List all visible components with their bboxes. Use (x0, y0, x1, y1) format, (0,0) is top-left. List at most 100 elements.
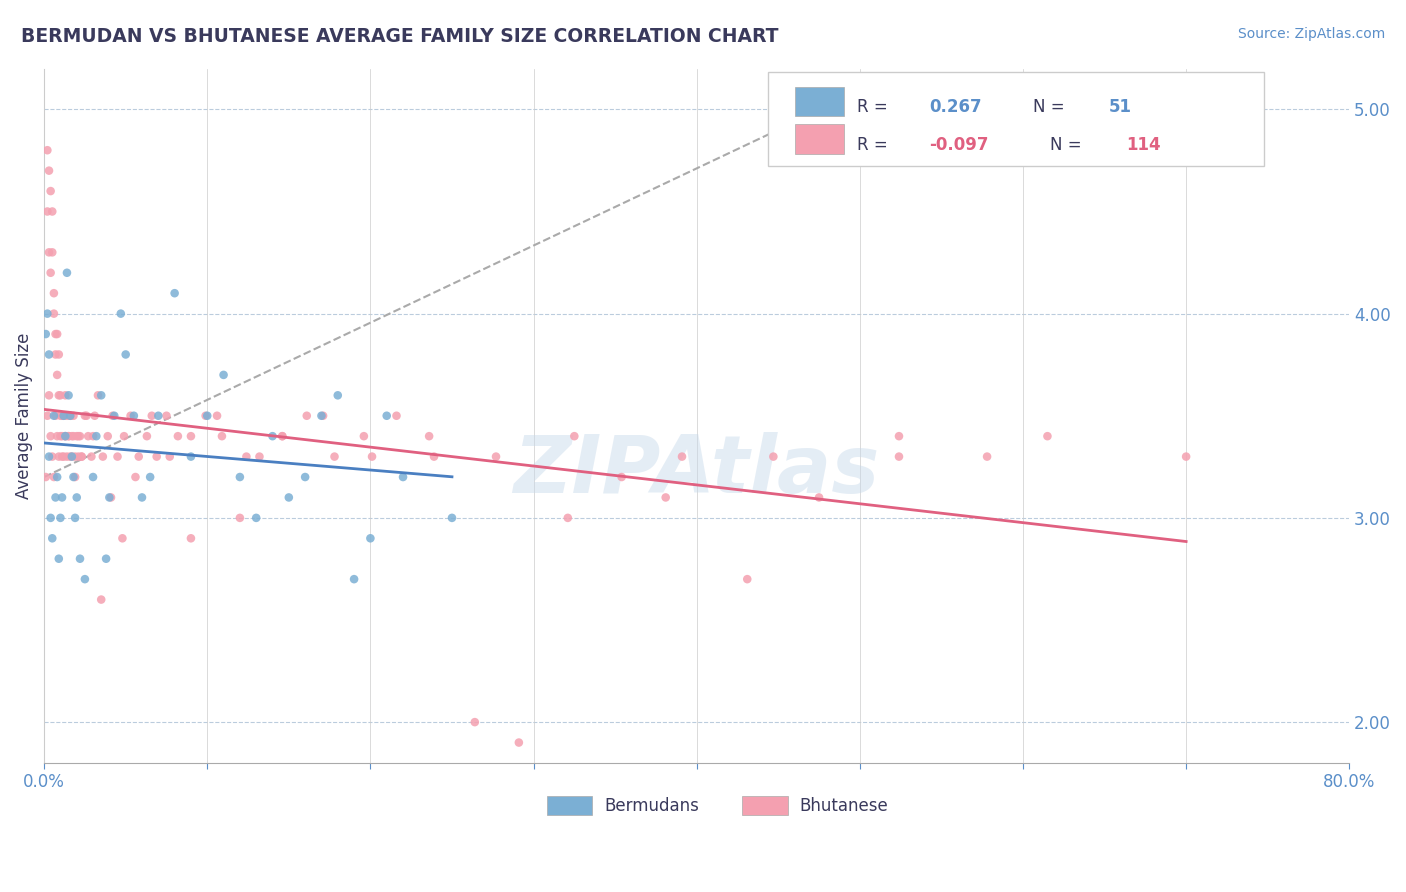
Text: Source: ZipAtlas.com: Source: ZipAtlas.com (1237, 27, 1385, 41)
Point (262, 429, 284, 443)
Point (41, 531, 63, 545)
Point (49, 409, 72, 423)
FancyBboxPatch shape (794, 125, 844, 153)
Text: N =: N = (1050, 136, 1087, 154)
Point (52, 409, 75, 423)
Point (48, 347, 70, 361)
Point (58, 429, 80, 443)
Text: N =: N = (1033, 98, 1070, 117)
Point (485, 450, 508, 464)
Point (44, 326, 66, 341)
Point (38, 450, 60, 464)
Point (60, 450, 83, 464)
Point (56, 266, 79, 280)
Point (60, 429, 83, 443)
Point (48, 450, 70, 464)
Point (46, 368, 69, 382)
Point (229, 511, 252, 525)
Point (654, 491, 676, 505)
Point (135, 429, 157, 443)
Point (59, 450, 82, 464)
Point (245, 511, 267, 525)
Point (120, 409, 142, 423)
Point (194, 409, 217, 423)
Point (361, 450, 384, 464)
Point (326, 388, 349, 402)
Point (159, 450, 181, 464)
Point (39, 266, 62, 280)
Point (887, 429, 910, 443)
Point (762, 450, 785, 464)
Point (155, 409, 177, 423)
Point (94, 551, 117, 566)
Point (46, 326, 69, 341)
Point (423, 450, 446, 464)
Point (53, 429, 76, 443)
Point (48, 551, 70, 566)
Point (35, 470, 58, 484)
Point (294, 470, 316, 484)
Point (808, 491, 831, 505)
Point (49, 429, 72, 443)
Point (38, 163, 60, 178)
Point (44, 409, 66, 423)
Point (39, 429, 62, 443)
Point (69, 551, 91, 566)
Point (87, 388, 110, 402)
Point (735, 572, 758, 586)
Point (277, 491, 299, 505)
Point (295, 409, 318, 423)
Point (51, 450, 73, 464)
Text: ZIPAtlas: ZIPAtlas (513, 433, 880, 510)
Point (38, 388, 60, 402)
Point (141, 409, 163, 423)
Point (60, 450, 83, 464)
Text: 114: 114 (1126, 136, 1161, 154)
Point (610, 470, 633, 484)
FancyBboxPatch shape (742, 796, 787, 815)
Point (83, 409, 105, 423)
Point (58, 429, 80, 443)
Point (41, 450, 63, 464)
FancyBboxPatch shape (547, 796, 592, 815)
Point (48, 388, 70, 402)
Point (131, 491, 153, 505)
Point (312, 409, 335, 423)
Point (375, 409, 398, 423)
Point (180, 429, 202, 443)
Point (53, 388, 76, 402)
Point (80, 450, 103, 464)
Point (42, 409, 65, 423)
Point (35, 326, 58, 341)
Point (44, 347, 66, 361)
Point (41, 245, 63, 260)
Point (53, 429, 76, 443)
Point (39, 184, 62, 198)
Point (671, 450, 693, 464)
Point (887, 450, 910, 464)
Point (38, 347, 60, 361)
Point (49, 511, 72, 525)
Point (508, 735, 530, 749)
Point (67, 450, 90, 464)
Point (86, 429, 108, 443)
Point (51, 409, 73, 423)
Point (976, 450, 998, 464)
Point (49, 388, 72, 402)
Point (145, 450, 167, 464)
Point (69, 429, 91, 443)
Point (148, 409, 170, 423)
Point (111, 531, 134, 545)
Point (41, 204, 63, 219)
Point (59, 409, 82, 423)
Point (98, 491, 121, 505)
Point (212, 368, 235, 382)
Point (77, 429, 100, 443)
Point (66, 491, 89, 505)
Text: Bermudans: Bermudans (605, 797, 699, 815)
Point (124, 470, 146, 484)
Point (73, 409, 96, 423)
Point (128, 450, 150, 464)
Point (53, 429, 76, 443)
Point (1175, 450, 1198, 464)
